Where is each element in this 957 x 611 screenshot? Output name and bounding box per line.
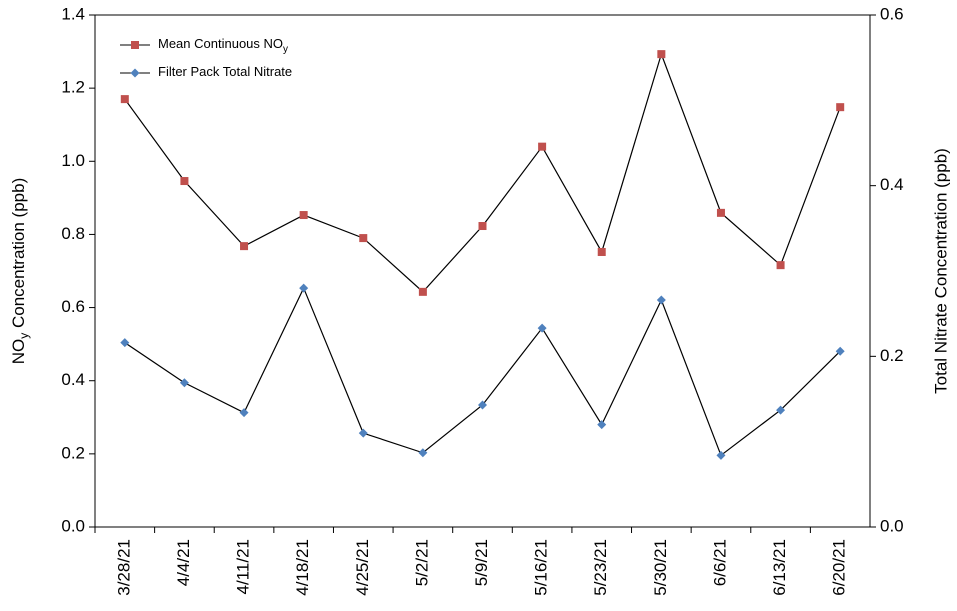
point — [538, 142, 547, 151]
y-tick-label: 0.2 — [61, 443, 85, 462]
legend-sub: y — [283, 44, 288, 55]
legend-name: Mean Continuous NO — [158, 36, 283, 51]
point — [180, 177, 189, 186]
x-tick-label: 5/9/21 — [472, 539, 491, 586]
y-tick-label: 0.4 — [61, 370, 85, 389]
point — [835, 346, 845, 356]
y2-tick-label: 0.0 — [880, 516, 904, 535]
point — [776, 261, 785, 270]
x-tick-label: 5/2/21 — [412, 539, 431, 586]
series-line — [124, 52, 841, 293]
x-tick-label: 4/11/21 — [234, 539, 253, 594]
x-tick-label: 4/25/21 — [353, 539, 372, 596]
point — [120, 95, 129, 104]
y-tick-label: 0.6 — [61, 297, 85, 316]
plot-frame — [94, 14, 871, 528]
point — [418, 287, 427, 296]
point — [239, 408, 249, 418]
point — [131, 41, 139, 49]
point — [537, 323, 547, 333]
x-tick-label: 4/4/21 — [174, 539, 193, 586]
point — [478, 400, 487, 410]
y-axis-label: NOy Concentration (ppb) — [9, 178, 31, 364]
point — [597, 420, 607, 430]
point — [359, 234, 368, 243]
point — [358, 428, 368, 438]
y-label-sub: y — [17, 333, 31, 339]
y2-tick-label: 0.4 — [880, 175, 904, 194]
point — [776, 405, 786, 415]
y-tick-label: 1.4 — [61, 4, 85, 23]
legend-label: Filter Pack Total Nitrate — [158, 64, 292, 79]
point — [716, 450, 726, 460]
x-tick-label: 6/20/21 — [830, 539, 849, 596]
point — [130, 68, 140, 78]
point — [299, 211, 308, 220]
point — [657, 50, 666, 59]
x-tick-label: 5/23/21 — [591, 539, 610, 596]
y-tick-label: 0.0 — [61, 516, 85, 535]
x-tick-label: 4/18/21 — [293, 539, 312, 596]
point — [478, 222, 487, 231]
y-tick-label: 1.2 — [61, 78, 85, 97]
y-axis-title: NOy Concentration (ppb) — [9, 178, 31, 364]
point — [656, 295, 666, 305]
point — [120, 338, 130, 348]
x-tick-label: 5/16/21 — [532, 539, 551, 596]
x-tick-label: 3/28/21 — [114, 539, 133, 596]
point — [836, 103, 845, 112]
series-line — [124, 286, 841, 457]
point — [299, 283, 309, 293]
y2-tick-label: 0.2 — [880, 346, 904, 365]
y-tick-label: 1.0 — [61, 151, 85, 170]
x-tick-label: 6/6/21 — [710, 539, 729, 586]
y-tick-label: 0.8 — [61, 224, 85, 243]
point — [716, 208, 725, 217]
y2-tick-label: 0.6 — [880, 4, 904, 23]
x-tick-label: 6/13/21 — [770, 539, 789, 596]
point — [240, 242, 249, 251]
y-label-main: NO — [9, 339, 28, 365]
point — [179, 378, 189, 388]
y-label-rest: Concentration (ppb) — [9, 178, 28, 333]
x-tick-label: 5/30/21 — [651, 539, 670, 596]
point — [597, 247, 606, 256]
legend-name: Filter Pack Total Nitrate — [158, 64, 292, 79]
legend-label: Mean Continuous NOy — [158, 36, 288, 54]
y2-axis-label: Total Nitrate Concentration (ppb) — [931, 148, 950, 394]
point — [418, 448, 428, 458]
